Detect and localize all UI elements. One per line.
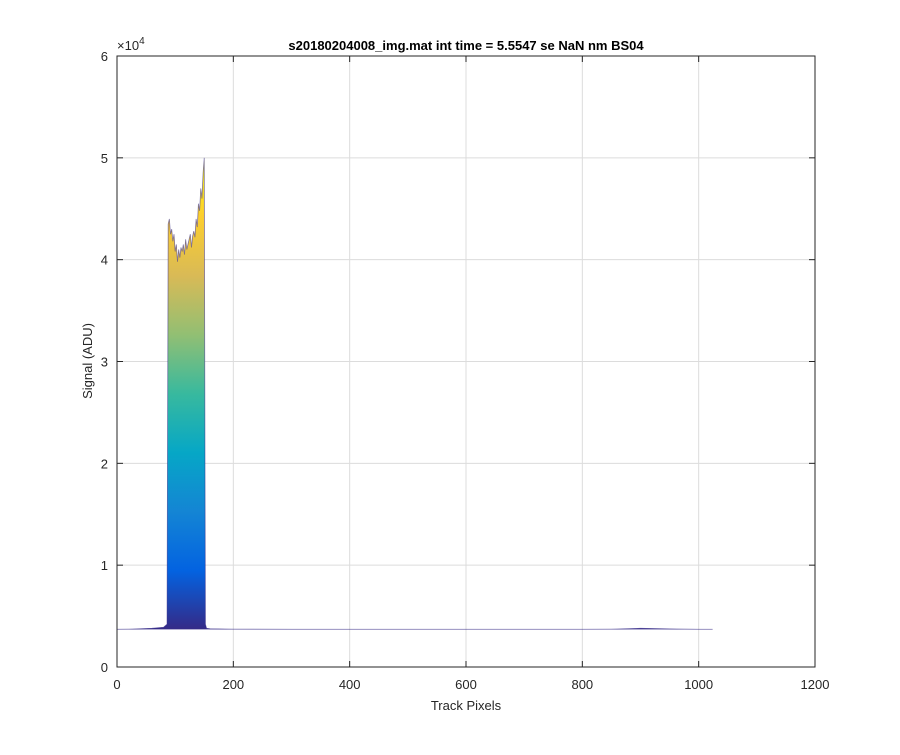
series-line [116, 157, 713, 630]
y-tick-label: 4 [101, 253, 108, 268]
y-exponent-label: ×104 [117, 36, 145, 53]
grid [117, 56, 815, 667]
y-tick-label: 0 [101, 660, 108, 675]
x-tick-label: 800 [571, 677, 593, 692]
ticks: 0 200 400 600 800 1000 1200 0 1 2 3 4 5 6 [101, 49, 830, 692]
y-tick-label: 5 [101, 151, 108, 166]
x-tick-label: 200 [222, 677, 244, 692]
y-tick-label: 3 [101, 355, 108, 370]
x-tick-label: 400 [339, 677, 361, 692]
x-tick-label: 1000 [684, 677, 713, 692]
x-tick-label: 1200 [801, 677, 830, 692]
y-tick-label: 1 [101, 558, 108, 573]
x-axis-label: Track Pixels [431, 698, 502, 713]
series-area [117, 157, 713, 630]
y-tick-label: 6 [101, 49, 108, 64]
chart-title: s20180204008_img.mat int time = 5.5547 s… [288, 38, 644, 53]
y-tick-label: 2 [101, 456, 108, 471]
x-tick-label: 0 [113, 677, 120, 692]
series-layer [116, 157, 713, 630]
x-tick-label: 600 [455, 677, 477, 692]
y-axis-label: Signal (ADU) [80, 323, 95, 399]
